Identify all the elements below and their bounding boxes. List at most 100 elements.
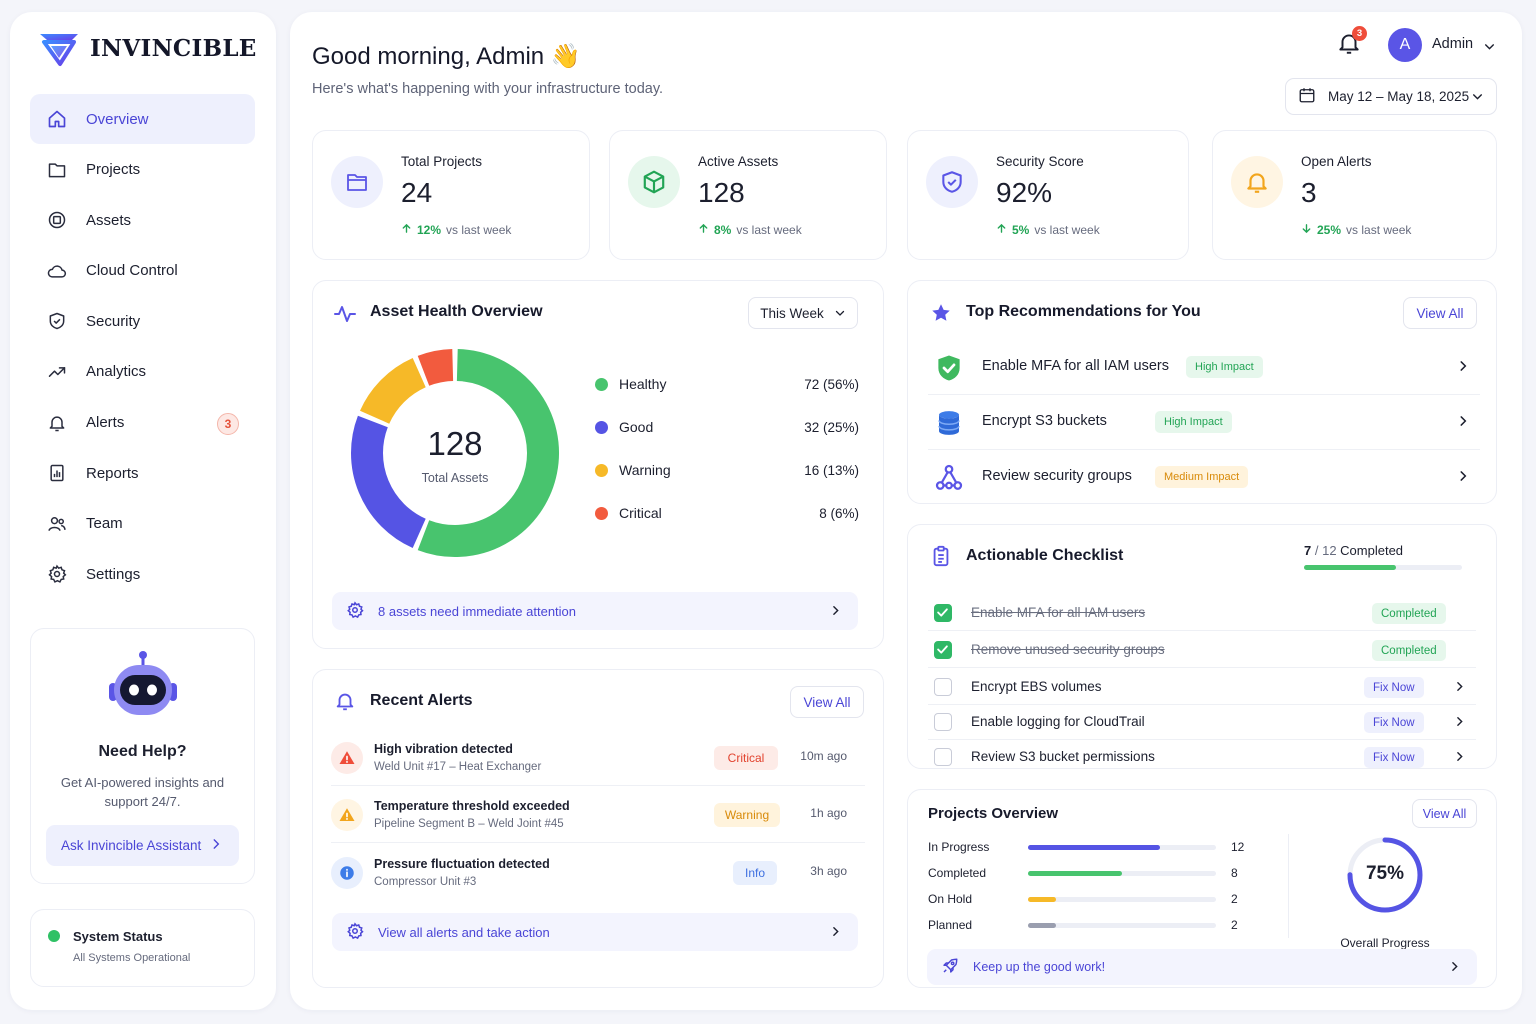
attention-banner[interactable]: 8 assets need immediate attention [332,592,858,630]
main-content: Good morning, Admin 👋 Here's what's happ… [290,12,1522,1010]
stat-delta: 5% vs last week [996,223,1100,237]
date-range-picker[interactable]: May 12 – May 18, 2025 [1285,78,1497,115]
calendar-icon [1298,86,1316,107]
legend-dot [595,377,608,391]
project-status-track [1028,923,1216,928]
legend-dot [595,463,608,477]
stat-card-active-assets[interactable]: Active Assets 128 8% vs last week [609,130,887,260]
alert-row[interactable]: Pressure fluctuation detected Compressor… [331,845,865,901]
cube-icon [628,156,680,208]
stat-value: 128 [698,177,745,208]
checkbox-unchecked[interactable] [934,713,952,731]
sidebar-item-analytics[interactable]: Analytics [30,347,255,397]
chevron-right-icon [829,925,842,941]
sidebar-item-settings[interactable]: Settings [30,549,255,599]
alert-title: Pressure fluctuation detected [374,857,550,871]
alert-row[interactable]: High vibration detected Weld Unit #17 – … [331,730,865,786]
donut-segment-critical [417,349,454,387]
avatar[interactable]: A [1388,28,1422,62]
legend-label: Critical [619,505,662,521]
fix-now-button[interactable]: Fix Now [1364,747,1424,768]
stat-delta-suffix: vs last week [736,223,802,237]
view-all-alerts-label: View all alerts and take action [378,924,550,940]
stat-delta-suffix: vs last week [1346,223,1412,237]
stat-card-total-projects[interactable]: Total Projects 24 12% vs last week [312,130,590,260]
alerts-view-all-button[interactable]: View All [790,686,864,718]
checklist-item[interactable]: Encrypt EBS volumes Fix Now [928,669,1476,705]
stat-card-open-alerts[interactable]: Open Alerts 3 25% vs last week [1212,130,1497,260]
checkbox-unchecked[interactable] [934,748,952,766]
invincible-logo-icon [40,34,78,66]
chevron-right-icon [1453,750,1466,768]
project-status-fill [1028,845,1160,850]
stat-value: 92% [996,177,1053,208]
donut-total-label: Total Assets [421,471,489,485]
checklist-item[interactable]: Remove unused security groups Completed [928,632,1476,668]
stat-delta-percent: 5% [1012,223,1030,237]
greeting-title: Good morning, Admin 👋 [312,43,581,70]
checklist-completed-label: Completed [1340,543,1404,558]
project-status-row: On Hold 2 [928,891,1248,907]
sidebar-item-projects[interactable]: Projects [30,145,255,195]
checklist-item[interactable]: Enable logging for CloudTrail Fix Now [928,704,1476,740]
fix-now-button[interactable]: Fix Now [1364,712,1424,733]
greeting-subtitle: Here's what's happening with your infras… [312,81,664,97]
sidebar-item-label: Reports [86,464,139,482]
projects-overview-title: Projects Overview [928,805,1059,822]
view-all-alerts-banner[interactable]: View all alerts and take action [332,913,858,951]
recommendation-row[interactable]: Review security groups Medium Impact [928,450,1480,505]
asset-health-card: Asset Health Overview This Week 128 Tota… [312,280,884,649]
legend-item-healthy: Healthy 72 (56%) [595,374,859,394]
chevron-down-icon[interactable] [1483,40,1496,58]
checklist-item-label: Enable MFA for all IAM users [971,605,1146,620]
recommendation-row[interactable]: Encrypt S3 buckets High Impact [928,395,1480,450]
arrow-down-icon [1301,223,1312,237]
checklist-item-label: Review S3 bucket permissions [971,749,1155,764]
overall-progress-ring: 75% [1345,835,1425,915]
checkbox-unchecked[interactable] [934,678,952,696]
donut-segment-good [351,415,427,549]
recommendations-view-all-button[interactable]: View All [1403,297,1477,329]
sidebar-item-alerts[interactable]: Alerts 3 [30,398,255,448]
period-filter-dropdown[interactable]: This Week [748,297,858,329]
keep-going-banner[interactable]: Keep up the good work! [927,949,1477,985]
brand-logo[interactable]: INVINCIBLE [38,28,257,68]
sidebar-item-assets[interactable]: Assets [30,195,255,245]
status-badge: Completed [1372,603,1446,624]
checklist-item[interactable]: Review S3 bucket permissions Fix Now [928,739,1476,775]
ask-assistant-label: Ask Invincible Assistant [61,838,202,853]
gear-icon [346,600,364,622]
project-status-track [1028,897,1216,902]
checklist-item[interactable]: Enable MFA for all IAM users Completed [928,595,1476,631]
chevron-right-icon [829,604,842,620]
status-badge: Completed [1372,640,1446,661]
stat-value: 3 [1301,177,1317,208]
checklist-progress-text: 7 / 12 Completed [1304,543,1403,558]
sidebar-item-reports[interactable]: Reports [30,448,255,498]
progress-ring-fill [1347,837,1423,913]
sidebar-item-team[interactable]: Team [30,499,255,549]
stat-delta-suffix: vs last week [446,223,512,237]
progress-ring-chart [1347,837,1423,913]
checkbox-checked[interactable] [934,641,952,659]
sidebar-item-security[interactable]: Security [30,296,255,346]
project-status-label: In Progress [928,840,990,854]
fix-now-button[interactable]: Fix Now [1364,677,1424,698]
alert-row[interactable]: Temperature threshold exceeded Pipeline … [331,787,865,843]
recommendation-row[interactable]: Enable MFA for all IAM users High Impact [928,340,1480,395]
severity-badge: Critical [714,746,778,770]
sidebar-nav: Overview Projects Assets Cloud Control S… [30,94,255,600]
shield-icon [926,156,978,208]
overall-progress-value: 75% [1365,863,1405,884]
sidebar-item-overview[interactable]: Overview [30,94,255,144]
project-status-count: 2 [1231,892,1238,906]
ask-assistant-button[interactable]: Ask Invincible Assistant [46,825,239,866]
checkbox-checked[interactable] [934,604,952,622]
stat-card-security-score[interactable]: Security Score 92% 5% vs last week [907,130,1189,260]
severity-badge: Warning [714,803,780,827]
projects-view-all-button[interactable]: View All [1412,799,1477,828]
sidebar-item-cloud-control[interactable]: Cloud Control [30,246,255,296]
user-menu-name[interactable]: Admin [1432,36,1474,52]
checklist-item-label: Enable logging for CloudTrail [971,714,1145,729]
notifications-button[interactable] [1336,30,1364,58]
